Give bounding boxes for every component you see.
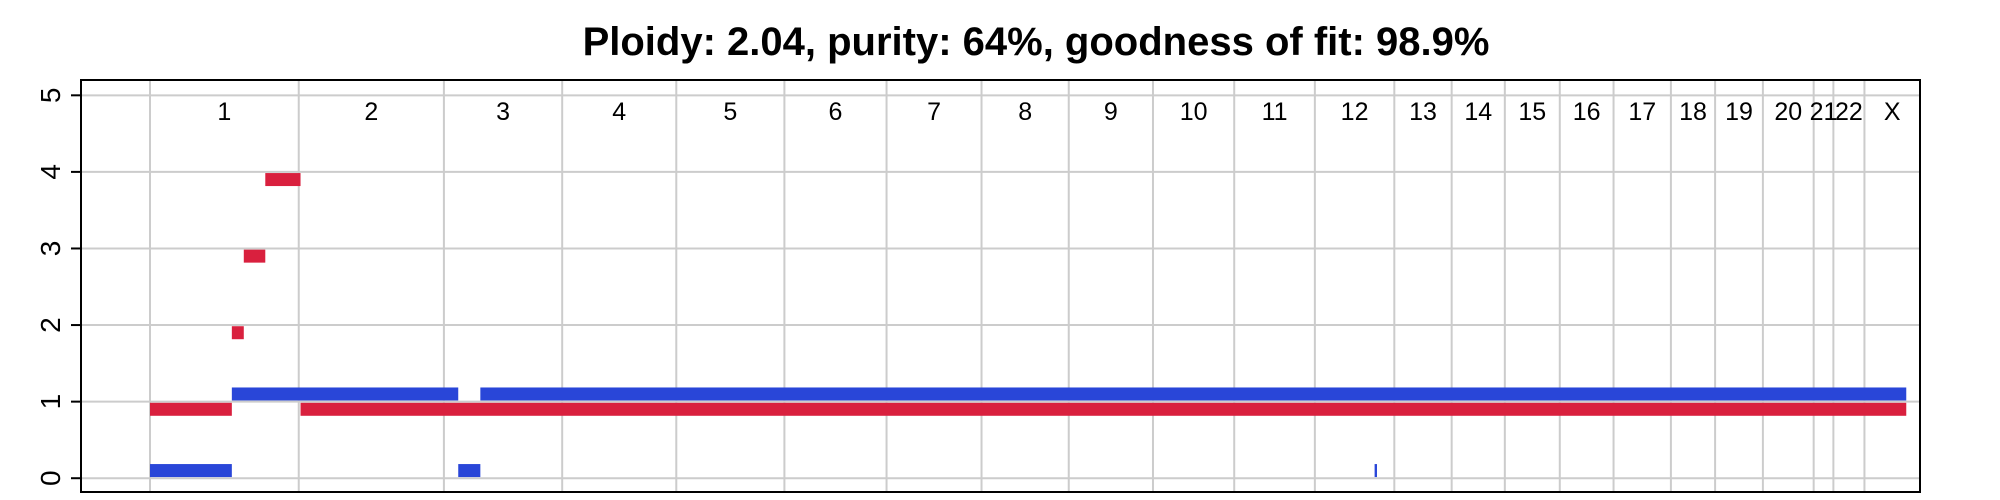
y-tick-label: 2	[35, 317, 66, 333]
chromosome-label: 19	[1725, 98, 1753, 126]
y-tick-label: 4	[35, 164, 66, 180]
chromosome-label: 3	[496, 98, 510, 126]
chromosome-label: 22	[1835, 98, 1863, 126]
chromosome-label: 21	[1810, 98, 1838, 126]
chromosome-label: 1	[217, 98, 231, 126]
minor-copy-number-segment	[150, 464, 232, 478]
chromosome-label: 20	[1774, 98, 1802, 126]
y-tick-label: 0	[35, 470, 66, 486]
major-copy-number-segment	[265, 173, 301, 187]
chromosome-label: 9	[1104, 98, 1118, 126]
chromosome-label: 5	[723, 98, 737, 126]
chart-title: Ploidy: 2.04, purity: 64%, goodness of f…	[583, 20, 1490, 64]
chromosome-label: 15	[1518, 98, 1546, 126]
minor-copy-number-segment	[231, 387, 459, 401]
y-tick-label: 3	[35, 241, 66, 257]
major-copy-number-segment	[300, 402, 1907, 416]
minor-copy-number-segment	[480, 387, 1907, 401]
chromosome-label: 2	[364, 98, 378, 126]
y-tick-label: 5	[35, 88, 66, 104]
plot-frame	[80, 79, 1921, 493]
chromosome-label: 16	[1573, 98, 1601, 126]
major-copy-number-segment	[243, 249, 266, 263]
y-axis: 0 1 2 3 4 5	[35, 88, 82, 486]
chromosome-label: 10	[1180, 98, 1208, 126]
chromosome-label: 13	[1409, 98, 1437, 126]
segment-layer	[150, 173, 1907, 478]
minor-copy-number-segment	[1374, 464, 1377, 478]
chromosome-label: 4	[612, 98, 626, 126]
chromosome-label: 11	[1262, 98, 1288, 126]
chromosome-label: X	[1884, 98, 1901, 126]
grid-layer	[81, 80, 1921, 492]
chromosome-label: 14	[1464, 98, 1492, 126]
chromosome-label: 7	[927, 98, 941, 126]
chromosome-label: 6	[829, 98, 843, 126]
chromosome-label: 8	[1018, 98, 1032, 126]
minor-copy-number-segment	[458, 464, 481, 478]
chromosome-label: 17	[1628, 98, 1656, 126]
major-copy-number-segment	[231, 326, 244, 340]
chromosome-label: 12	[1341, 98, 1369, 126]
major-copy-number-segment	[150, 402, 232, 416]
chromosome-label: 18	[1679, 98, 1707, 126]
y-tick-label: 1	[35, 394, 66, 410]
